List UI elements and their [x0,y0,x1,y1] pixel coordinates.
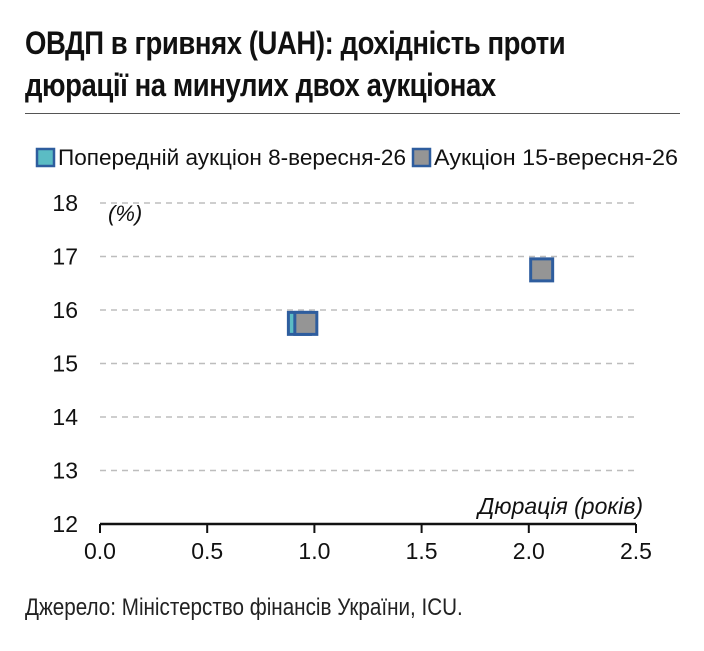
x-tick-label: 1.0 [298,538,330,564]
legend-label-previous: Попередній аукціон 8-вересня-26 [58,145,406,170]
scatter-chart: 12 13 14 15 16 17 18 0.0 0.5 1.0 1.5 2.0 2.5 (%) Дюрац… [35,145,678,564]
y-tick-label: 14 [52,404,78,430]
legend-swatch-current [411,147,432,168]
chart-title-line-1: ОВДП в гривнях (UAH): дохідність проти [25,25,566,61]
x-tick-label: 2.5 [620,538,652,564]
current-auction-point [293,310,319,336]
legend-label-current: Аукціон 15-вересня-26 [434,145,678,170]
chart-title-line-2: дюрації на минулих двох аукціонах [25,67,496,103]
y-tick-label: 13 [52,458,78,484]
title-divider [25,113,680,114]
chart-title: ОВДП в гривнях (UAH): дохідність проти д… [25,22,593,106]
legend-swatch-previous [35,147,56,168]
x-tick-label: 1.5 [406,538,438,564]
y-tick-label: 16 [52,297,78,323]
x-tick-label: 0.0 [84,538,116,564]
y-tick-label: 15 [52,351,78,377]
x-tick-label: 2.0 [513,538,545,564]
y-tick-label: 17 [52,244,78,270]
source-note: Джерело: Міністерство фінансів України, … [25,594,463,621]
y-axis-label: (%) [108,201,142,226]
current-auction-point [529,257,555,283]
x-tick-label: 0.5 [191,538,223,564]
y-tick-label: 12 [52,511,78,537]
x-axis-label: Дюрація (років) [475,493,643,519]
y-tick-label: 18 [52,190,78,216]
